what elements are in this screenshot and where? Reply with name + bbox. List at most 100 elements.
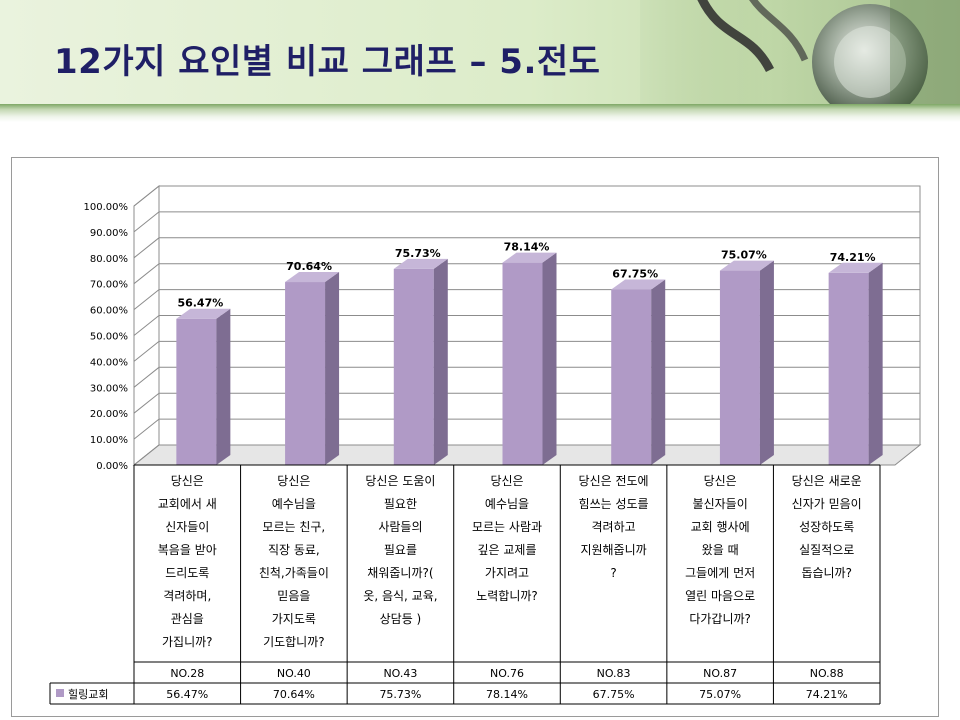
y-tick-label: 40.00% <box>90 357 128 368</box>
category-label-line: 가지려고 <box>485 566 529 580</box>
category-label-line: 당신은 새로운 <box>792 474 862 488</box>
data-label: 74.21% <box>830 251 876 264</box>
category-label-line: 당신은 도움이 <box>365 474 435 488</box>
bar <box>719 260 774 465</box>
data-label: 70.64% <box>286 260 332 273</box>
category-number: NO.83 <box>597 667 631 680</box>
category-label-line: 격려하고 <box>591 520 635 534</box>
category-label-line: 신자들이 <box>165 520 209 534</box>
bar-side <box>433 258 448 465</box>
bar-side <box>868 262 883 465</box>
data-label: 78.14% <box>504 241 550 254</box>
category-number: NO.28 <box>170 667 204 680</box>
table-value: 70.64% <box>273 688 315 701</box>
bar <box>393 258 448 465</box>
gridline <box>133 392 920 414</box>
data-label: 67.75% <box>612 268 658 281</box>
category-label-line: 성장하도록 <box>799 520 854 534</box>
category-label-line: 필요한 <box>384 497 417 511</box>
category-label-line: ? <box>610 566 616 580</box>
gridline <box>133 237 920 259</box>
category-number: NO.40 <box>277 667 311 680</box>
bar <box>176 308 231 465</box>
chart-frame: 0.00% 10.00% 20.00% 30.00% 40.00% 50.00% 60.00… <box>11 157 939 717</box>
category-label-line: 신자가 믿음이 <box>792 497 862 511</box>
category-label-line: 교회에서 새 <box>158 497 217 511</box>
category-label-line: 당신은 <box>704 474 737 488</box>
data-label: 75.73% <box>395 247 441 260</box>
bar-top <box>176 308 231 319</box>
bar-side <box>325 272 340 465</box>
stethoscope-decoration-icon <box>640 0 960 106</box>
category-label-line: 믿음을 <box>277 589 310 603</box>
category-label-line: 상담등 ) <box>380 612 422 626</box>
category-number: NO.43 <box>383 667 417 680</box>
y-axis: 0.00% 10.00% 20.00% 30.00% 40.00% 50.00% 60.00… <box>84 185 920 472</box>
table-value: 56.47% <box>166 688 208 701</box>
category-label-line: 가지도록 <box>272 612 316 626</box>
category-label-line: 그들에게 먼저 <box>685 566 755 580</box>
bar-top <box>502 252 557 263</box>
y-tick-label: 90.00% <box>90 228 128 239</box>
bar-front <box>393 268 434 465</box>
gridline <box>133 444 920 466</box>
gridline <box>133 418 920 440</box>
category-label-line: 당신은 <box>277 474 310 488</box>
category-label-line: 복음을 받아 <box>158 543 217 557</box>
category-label-line: 옷, 음식, 교육, <box>363 589 437 603</box>
bar-front <box>176 318 217 465</box>
category-label-line: 힘쓰는 성도를 <box>579 497 649 511</box>
legend-label: 힐링교회 <box>68 688 108 701</box>
y-tick-label: 30.00% <box>90 383 128 394</box>
category-label-line: 모르는 친구, <box>262 520 325 534</box>
y-tick-label: 10.00% <box>90 435 128 446</box>
category-label-line: 기도합니까? <box>263 635 325 649</box>
bar-series: 56.47% 70.64% 75.73% 78.14% 67.75% 75.07% 74.2… <box>176 241 883 465</box>
bar-side <box>542 252 557 465</box>
gridline <box>133 340 920 362</box>
gridline <box>133 289 920 310</box>
category-label-line: 친척,가족들이 <box>259 566 329 580</box>
y-tick-label: 20.00% <box>90 409 128 420</box>
category-label-line: 가집니까? <box>162 635 213 649</box>
bar-side <box>216 308 231 465</box>
category-label-line: 예수님을 <box>272 497 316 511</box>
bar-side <box>651 279 666 465</box>
category-label-line: 깊은 교제를 <box>477 543 536 557</box>
bar-front <box>828 272 869 465</box>
bar <box>828 262 883 465</box>
bar-front <box>719 270 760 465</box>
gridline <box>133 366 920 388</box>
category-label-line: 지원해줍니까 <box>580 543 646 557</box>
table-value: 75.73% <box>379 688 421 701</box>
category-label-line: 왔을 때 <box>702 542 739 557</box>
bar-front <box>502 262 543 465</box>
bar-chart: 0.00% 10.00% 20.00% 30.00% 40.00% 50.00% 60.00… <box>49 184 922 705</box>
category-label-line: 당신은 <box>490 474 523 488</box>
category-number: NO.88 <box>810 667 844 680</box>
y-tick-label: 100.00% <box>84 202 129 213</box>
y-tick-label: 50.00% <box>90 332 128 343</box>
legend-swatch <box>56 689 64 697</box>
bar-front <box>285 282 326 465</box>
category-label-line: 실질적으로 <box>799 543 854 557</box>
category-label-line: 관심을 <box>171 612 204 626</box>
category-label-line: 사람들의 <box>378 520 422 534</box>
gridline <box>133 185 920 207</box>
category-label-line: 필요를 <box>384 543 417 557</box>
category-label-line: 드리도록 <box>165 566 209 580</box>
category-label-line: 당신은 <box>171 474 204 488</box>
table-value: 67.75% <box>593 688 635 701</box>
category-label-line: 돕습니까? <box>801 566 852 580</box>
bar-top <box>285 272 340 283</box>
category-label-line: 직장 동료, <box>268 543 320 557</box>
table-value: 74.21% <box>806 688 848 701</box>
header-banner: 12가지 요인별 비교 그래프 – 5.전도 <box>0 0 960 106</box>
category-number: NO.87 <box>703 667 737 680</box>
